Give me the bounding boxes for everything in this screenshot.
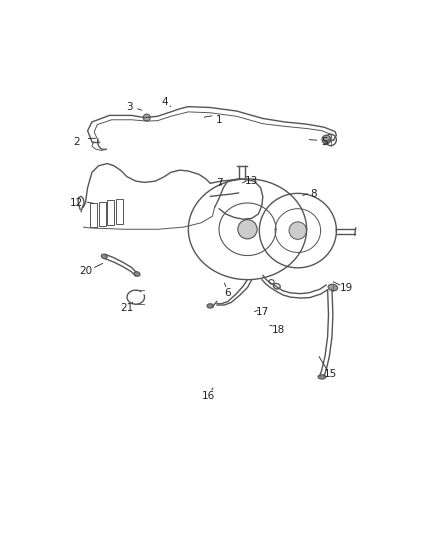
Text: 21: 21 (120, 303, 134, 313)
Text: 13: 13 (245, 176, 258, 186)
Text: 2: 2 (73, 136, 80, 147)
Circle shape (322, 135, 331, 144)
Text: 15: 15 (324, 369, 337, 379)
Text: 18: 18 (272, 325, 285, 335)
Text: 12: 12 (70, 198, 83, 208)
Text: 1: 1 (215, 115, 223, 125)
Text: 6: 6 (224, 288, 231, 298)
Circle shape (289, 222, 307, 239)
Text: 3: 3 (126, 102, 133, 111)
Ellipse shape (207, 304, 213, 308)
Ellipse shape (328, 284, 338, 291)
Ellipse shape (134, 272, 140, 276)
Circle shape (143, 114, 150, 121)
Text: 19: 19 (339, 284, 353, 293)
Ellipse shape (318, 375, 326, 379)
Text: 5: 5 (321, 136, 328, 147)
Ellipse shape (101, 254, 107, 259)
Circle shape (238, 220, 257, 239)
Text: 7: 7 (215, 178, 223, 188)
Text: 4: 4 (161, 97, 168, 107)
Text: 16: 16 (201, 391, 215, 401)
Text: 17: 17 (256, 308, 269, 318)
Text: 20: 20 (79, 266, 92, 276)
Text: 8: 8 (310, 189, 317, 199)
